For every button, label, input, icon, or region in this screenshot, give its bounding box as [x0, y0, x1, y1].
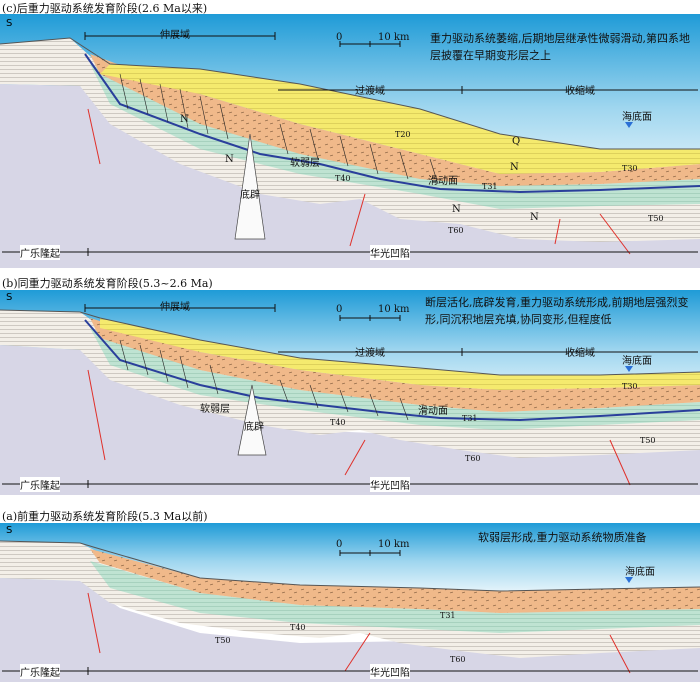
compression-domain-label: 收缩域 [565, 86, 595, 97]
horizon-t30: T30 [622, 382, 638, 391]
slide-surface-label: 滑动面 [428, 176, 458, 187]
unit-n1-2: N [452, 204, 461, 215]
guangle-uplift-label: 广乐隆起 [20, 664, 60, 679]
compression-domain-label: 收缩域 [565, 348, 595, 359]
scale-ten: 10 km [378, 539, 410, 550]
transition-domain-label: 过渡域 [355, 348, 385, 359]
panel-b-title: (b)同重力驱动系统发育阶段(5.3~2.6 Ma) [2, 277, 213, 290]
panel-a-title: (a)前重力驱动系统发育阶段(5.3 Ma以前) [2, 510, 208, 523]
unit-n2: N [510, 162, 519, 173]
huaguang-depression-label: 华光凹陷 [370, 245, 410, 260]
unit-n1-1: N [530, 212, 539, 223]
panel-c: S 伸展域 过渡域 收缩域 0 10 km 重力驱动系统萎缩,后期地层继承性微弱… [0, 14, 700, 268]
horizon-t60: T60 [448, 226, 464, 235]
horizon-t30: T30 [622, 164, 638, 173]
scale-zero: 0 [336, 32, 343, 43]
unit-n1-3l: N [225, 154, 234, 165]
diapir-label: 底辟 [240, 190, 260, 201]
weak-layer-label: 软弱层 [200, 404, 230, 415]
s-label: S [6, 292, 13, 303]
seafloor-label: 海底面 [622, 112, 652, 123]
huaguang-depression-label: 华光凹陷 [370, 664, 410, 679]
horizon-t40: T40 [290, 623, 306, 632]
horizon-t60: T60 [465, 454, 481, 463]
horizon-t50: T50 [640, 436, 656, 445]
panel-b: S 伸展域 过渡域 收缩域 0 10 km 断层活化,底辟发育,重力驱动系统形成… [0, 290, 700, 495]
panel-b-section [0, 290, 700, 495]
panel-a-section [0, 523, 700, 682]
panel-c-section [0, 14, 700, 268]
guangle-uplift-label: 广乐隆起 [20, 245, 60, 260]
s-label: S [6, 525, 13, 536]
panel-a-description: 软弱层形成,重力驱动系统物质准备 [478, 531, 647, 544]
diapir-label: 底辟 [244, 422, 264, 433]
unit-n1-3l-upper: N [180, 114, 189, 125]
horizon-t60: T60 [450, 655, 466, 664]
horizon-t40: T40 [330, 418, 346, 427]
panel-c-title: (c)后重力驱动系统发育阶段(2.6 Ma以来) [2, 2, 208, 15]
horizon-t50: T50 [648, 214, 664, 223]
horizon-t40: T40 [335, 174, 351, 183]
transition-domain-label: 过渡域 [355, 86, 385, 97]
weak-layer-label: 软弱层 [290, 158, 320, 169]
horizon-t31: T31 [440, 611, 456, 620]
panel-c-description: 重力驱动系统萎缩,后期地层继承性微弱滑动,第四系地层披覆在早期变形层之上 [430, 32, 690, 62]
seafloor-label: 海底面 [622, 356, 652, 367]
horizon-t31: T31 [462, 414, 478, 423]
guangle-uplift-label: 广乐隆起 [20, 477, 60, 492]
horizon-t20: T20 [395, 130, 411, 139]
scale-ten: 10 km [378, 304, 410, 315]
scale-zero: 0 [336, 539, 343, 550]
extension-domain-label: 伸展域 [160, 30, 190, 41]
horizon-t50: T50 [215, 636, 231, 645]
scale-zero: 0 [336, 304, 343, 315]
scale-ten: 10 km [378, 32, 410, 43]
horizon-t31: T31 [482, 182, 498, 191]
panel-a: S 0 10 km 软弱层形成,重力驱动系统物质准备 海底面 T31 T40 T… [0, 523, 700, 682]
seafloor-label: 海底面 [625, 567, 655, 578]
huaguang-depression-label: 华光凹陷 [370, 477, 410, 492]
slide-surface-label: 滑动面 [418, 406, 448, 417]
panel-b-description: 断层活化,底辟发育,重力驱动系统形成,前期地层强烈变形,同沉积地层充填,协同变形… [425, 296, 689, 326]
s-label: S [6, 18, 13, 29]
extension-domain-label: 伸展域 [160, 302, 190, 313]
q-label: Q [512, 136, 521, 147]
